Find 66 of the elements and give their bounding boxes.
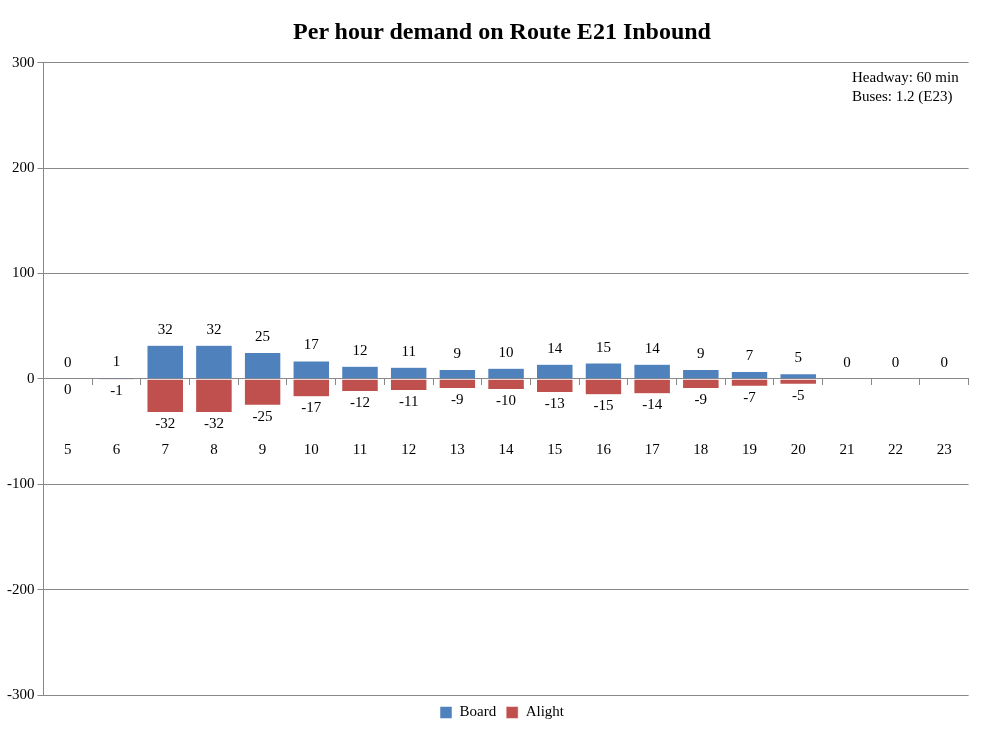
data-label: -32 — [155, 415, 176, 432]
data-label: 1 — [112, 353, 121, 370]
annotation: Buses: 1.2 (E23) — [851, 88, 953, 106]
data-label: 32 — [157, 320, 173, 337]
x-tick-label: 23 — [936, 440, 952, 457]
data-label: -9 — [451, 390, 464, 407]
chart-title: Per hour demand on Route E21 Inbound — [293, 17, 712, 44]
data-label: 0 — [843, 354, 851, 371]
data-label: -7 — [743, 388, 757, 405]
x-tick-label: 12 — [401, 440, 417, 457]
y-tick-label: -200 — [7, 580, 35, 597]
data-label: 0 — [940, 354, 949, 371]
data-label: -11 — [398, 392, 419, 409]
data-label: 15 — [595, 338, 611, 355]
x-tick-label: 10 — [303, 440, 319, 457]
x-tick-label: 21 — [839, 440, 855, 457]
data-label: -12 — [349, 393, 370, 410]
data-label: -1 — [110, 382, 123, 399]
y-tick-label: -300 — [7, 685, 35, 702]
data-label: -32 — [203, 415, 224, 432]
data-label: -17 — [301, 399, 322, 416]
y-tick-label: -100 — [7, 475, 35, 492]
x-tick-label: 5 — [64, 440, 72, 457]
data-label: -14 — [642, 396, 663, 413]
x-tick-label: 19 — [742, 440, 758, 457]
data-label: -10 — [496, 391, 517, 408]
data-label: 32 — [206, 320, 222, 337]
y-tick-label: 0 — [27, 369, 35, 386]
data-label: 25 — [255, 328, 271, 344]
data-label: -13 — [544, 395, 565, 412]
x-tick-label: 13 — [449, 440, 465, 457]
x-tick-label: 17 — [644, 440, 661, 457]
x-tick-label: 18 — [693, 440, 709, 457]
data-label: -15 — [593, 397, 614, 414]
data-label: -9 — [694, 390, 708, 407]
x-tick-label: 7 — [161, 440, 170, 457]
data-label: 14 — [644, 339, 661, 356]
x-tick-label: 16 — [595, 440, 612, 457]
data-label: 0 — [64, 354, 72, 371]
data-label: 12 — [352, 341, 368, 358]
data-label: 0 — [891, 354, 900, 371]
annotation: Headway: 60 min — [851, 69, 960, 86]
data-label: 7 — [745, 346, 754, 363]
x-tick-label: 11 — [352, 440, 368, 457]
x-tick-label: 9 — [258, 440, 267, 457]
x-tick-label: 6 — [112, 440, 121, 457]
y-tick-label: 300 — [12, 53, 35, 70]
data-label: 9 — [697, 344, 705, 361]
y-tick-label: 200 — [12, 159, 35, 176]
x-tick-label: 14 — [498, 440, 515, 457]
data-label: 11 — [401, 342, 416, 359]
data-label: -5 — [791, 386, 805, 403]
legend-label: Board — [459, 703, 497, 720]
legend-label: Alight — [525, 703, 565, 720]
data-label: 9 — [453, 344, 462, 361]
x-tick-label: 15 — [547, 440, 563, 457]
x-tick-label: 8 — [210, 440, 218, 457]
data-label: 0 — [64, 381, 72, 398]
data-label: 17 — [303, 336, 320, 353]
data-label: 14 — [547, 339, 563, 356]
data-label: 10 — [498, 343, 514, 360]
data-label: 5 — [794, 349, 802, 366]
y-tick-label: 100 — [12, 264, 35, 281]
data-label: -25 — [252, 407, 273, 424]
x-tick-label: 22 — [888, 440, 904, 457]
x-tick-label: 20 — [790, 440, 806, 457]
